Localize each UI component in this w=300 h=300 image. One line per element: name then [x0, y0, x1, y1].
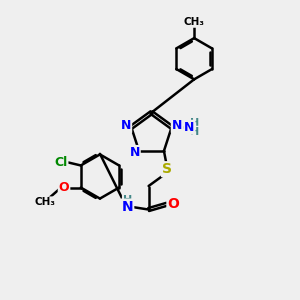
Text: S: S [162, 162, 172, 176]
Text: N: N [172, 119, 182, 132]
Text: O: O [167, 197, 179, 211]
Text: H: H [190, 127, 199, 137]
Text: CH₃: CH₃ [184, 17, 205, 27]
Text: N: N [184, 121, 194, 134]
Text: N: N [129, 146, 140, 159]
Text: N: N [121, 119, 131, 132]
Text: Cl: Cl [54, 156, 68, 169]
Text: O: O [59, 181, 69, 194]
Text: H: H [190, 118, 199, 128]
Text: CH₃: CH₃ [35, 197, 56, 207]
Text: N: N [122, 200, 133, 214]
Text: H: H [123, 195, 132, 205]
